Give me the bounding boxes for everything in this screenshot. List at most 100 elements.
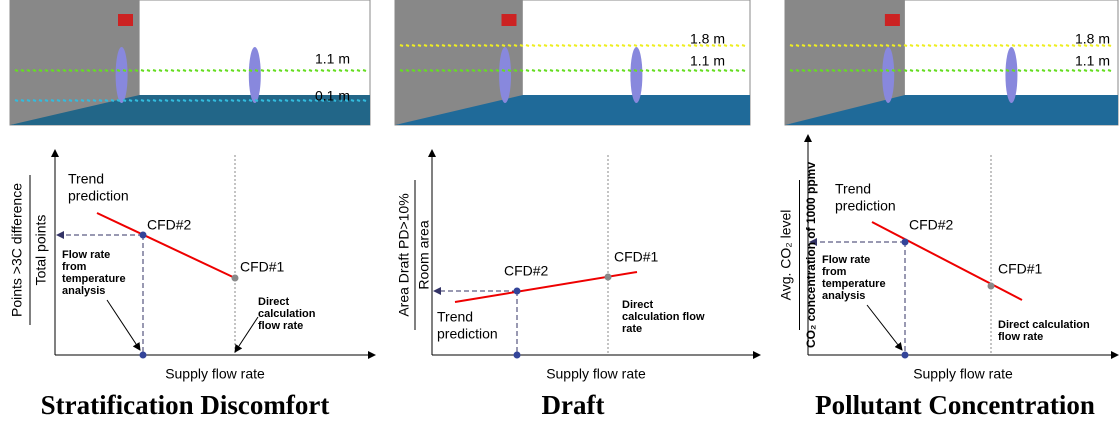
- y-axis-label: Avg. CO₂ level: [778, 210, 794, 301]
- note: calculation: [258, 308, 316, 320]
- vector: [1066, 45, 1069, 46]
- note: flow rate: [998, 331, 1043, 343]
- vector: [412, 70, 415, 71]
- vector: [243, 100, 246, 101]
- vector: [832, 45, 835, 46]
- vector: [970, 45, 973, 46]
- cfd1-label: CFD#1: [240, 259, 285, 275]
- vector: [862, 45, 865, 46]
- vector: [159, 100, 162, 101]
- vector: [105, 70, 108, 71]
- vector: [880, 45, 883, 46]
- vector: [544, 70, 547, 71]
- vector: [652, 70, 655, 71]
- vector: [676, 70, 679, 71]
- vector: [952, 70, 955, 71]
- vector: [285, 100, 288, 101]
- vector: [838, 45, 841, 46]
- vector: [255, 100, 258, 101]
- vector: [165, 100, 168, 101]
- cfd2-point: [514, 288, 521, 295]
- note: temperature: [822, 278, 886, 290]
- vector: [291, 100, 294, 101]
- panel: 1.8 m1.1 mTrendpredictionCFD#2CFD#1Flow …: [778, 0, 1118, 420]
- note: Flow rate: [822, 254, 870, 266]
- vector: [712, 70, 715, 71]
- vector: [580, 70, 583, 71]
- vector: [1018, 45, 1021, 46]
- vector: [279, 100, 282, 101]
- note: analysis: [62, 285, 105, 297]
- vector: [808, 70, 811, 71]
- vector: [934, 45, 937, 46]
- vector: [219, 70, 222, 71]
- vector: [255, 70, 258, 71]
- vector: [490, 45, 493, 46]
- vector: [832, 70, 835, 71]
- vector: [478, 70, 481, 71]
- vector: [550, 70, 553, 71]
- vector: [922, 70, 925, 71]
- vector: [928, 70, 931, 71]
- vector: [57, 100, 60, 101]
- vector: [994, 70, 997, 71]
- vector: [357, 100, 360, 101]
- vector: [454, 70, 457, 71]
- vector: [189, 100, 192, 101]
- vector: [844, 45, 847, 46]
- vector: [430, 70, 433, 71]
- vector: [1066, 70, 1069, 71]
- vector: [231, 100, 234, 101]
- vector: [201, 100, 204, 101]
- vector: [117, 100, 120, 101]
- vector: [363, 100, 366, 101]
- vector: [123, 100, 126, 101]
- vector: [478, 45, 481, 46]
- vector: [57, 70, 60, 71]
- vector: [33, 70, 36, 71]
- vector: [592, 45, 595, 46]
- x-axis-label: Supply flow rate: [165, 366, 265, 382]
- vector: [45, 100, 48, 101]
- person: [882, 47, 894, 103]
- vector: [730, 70, 733, 71]
- vector: [243, 70, 246, 71]
- vector: [952, 45, 955, 46]
- vector: [351, 70, 354, 71]
- vector: [1054, 45, 1057, 46]
- vector: [670, 70, 673, 71]
- vector: [183, 70, 186, 71]
- vector: [664, 70, 667, 71]
- vector: [1024, 70, 1027, 71]
- vector: [682, 45, 685, 46]
- note-arrow: [107, 300, 140, 350]
- person: [1005, 47, 1017, 103]
- vector: [898, 70, 901, 71]
- note: Direct: [622, 299, 654, 311]
- vector: [297, 100, 300, 101]
- note: Direct: [258, 296, 290, 308]
- vector: [357, 70, 360, 71]
- vector: [33, 100, 36, 101]
- vector: [868, 70, 871, 71]
- vector: [808, 45, 811, 46]
- vector: [892, 45, 895, 46]
- vector: [63, 70, 66, 71]
- vector: [424, 70, 427, 71]
- vector: [189, 70, 192, 71]
- cfd2-label: CFD#2: [504, 263, 549, 279]
- vector: [634, 70, 637, 71]
- vector: [1048, 70, 1051, 71]
- person: [249, 47, 261, 103]
- vector: [730, 45, 733, 46]
- vector: [400, 45, 403, 46]
- vector: [688, 70, 691, 71]
- vector: [544, 45, 547, 46]
- vector: [1072, 70, 1075, 71]
- vector: [886, 45, 889, 46]
- vector: [910, 45, 913, 46]
- vector: [87, 70, 90, 71]
- vector: [1090, 70, 1093, 71]
- vector: [604, 45, 607, 46]
- vector: [526, 70, 529, 71]
